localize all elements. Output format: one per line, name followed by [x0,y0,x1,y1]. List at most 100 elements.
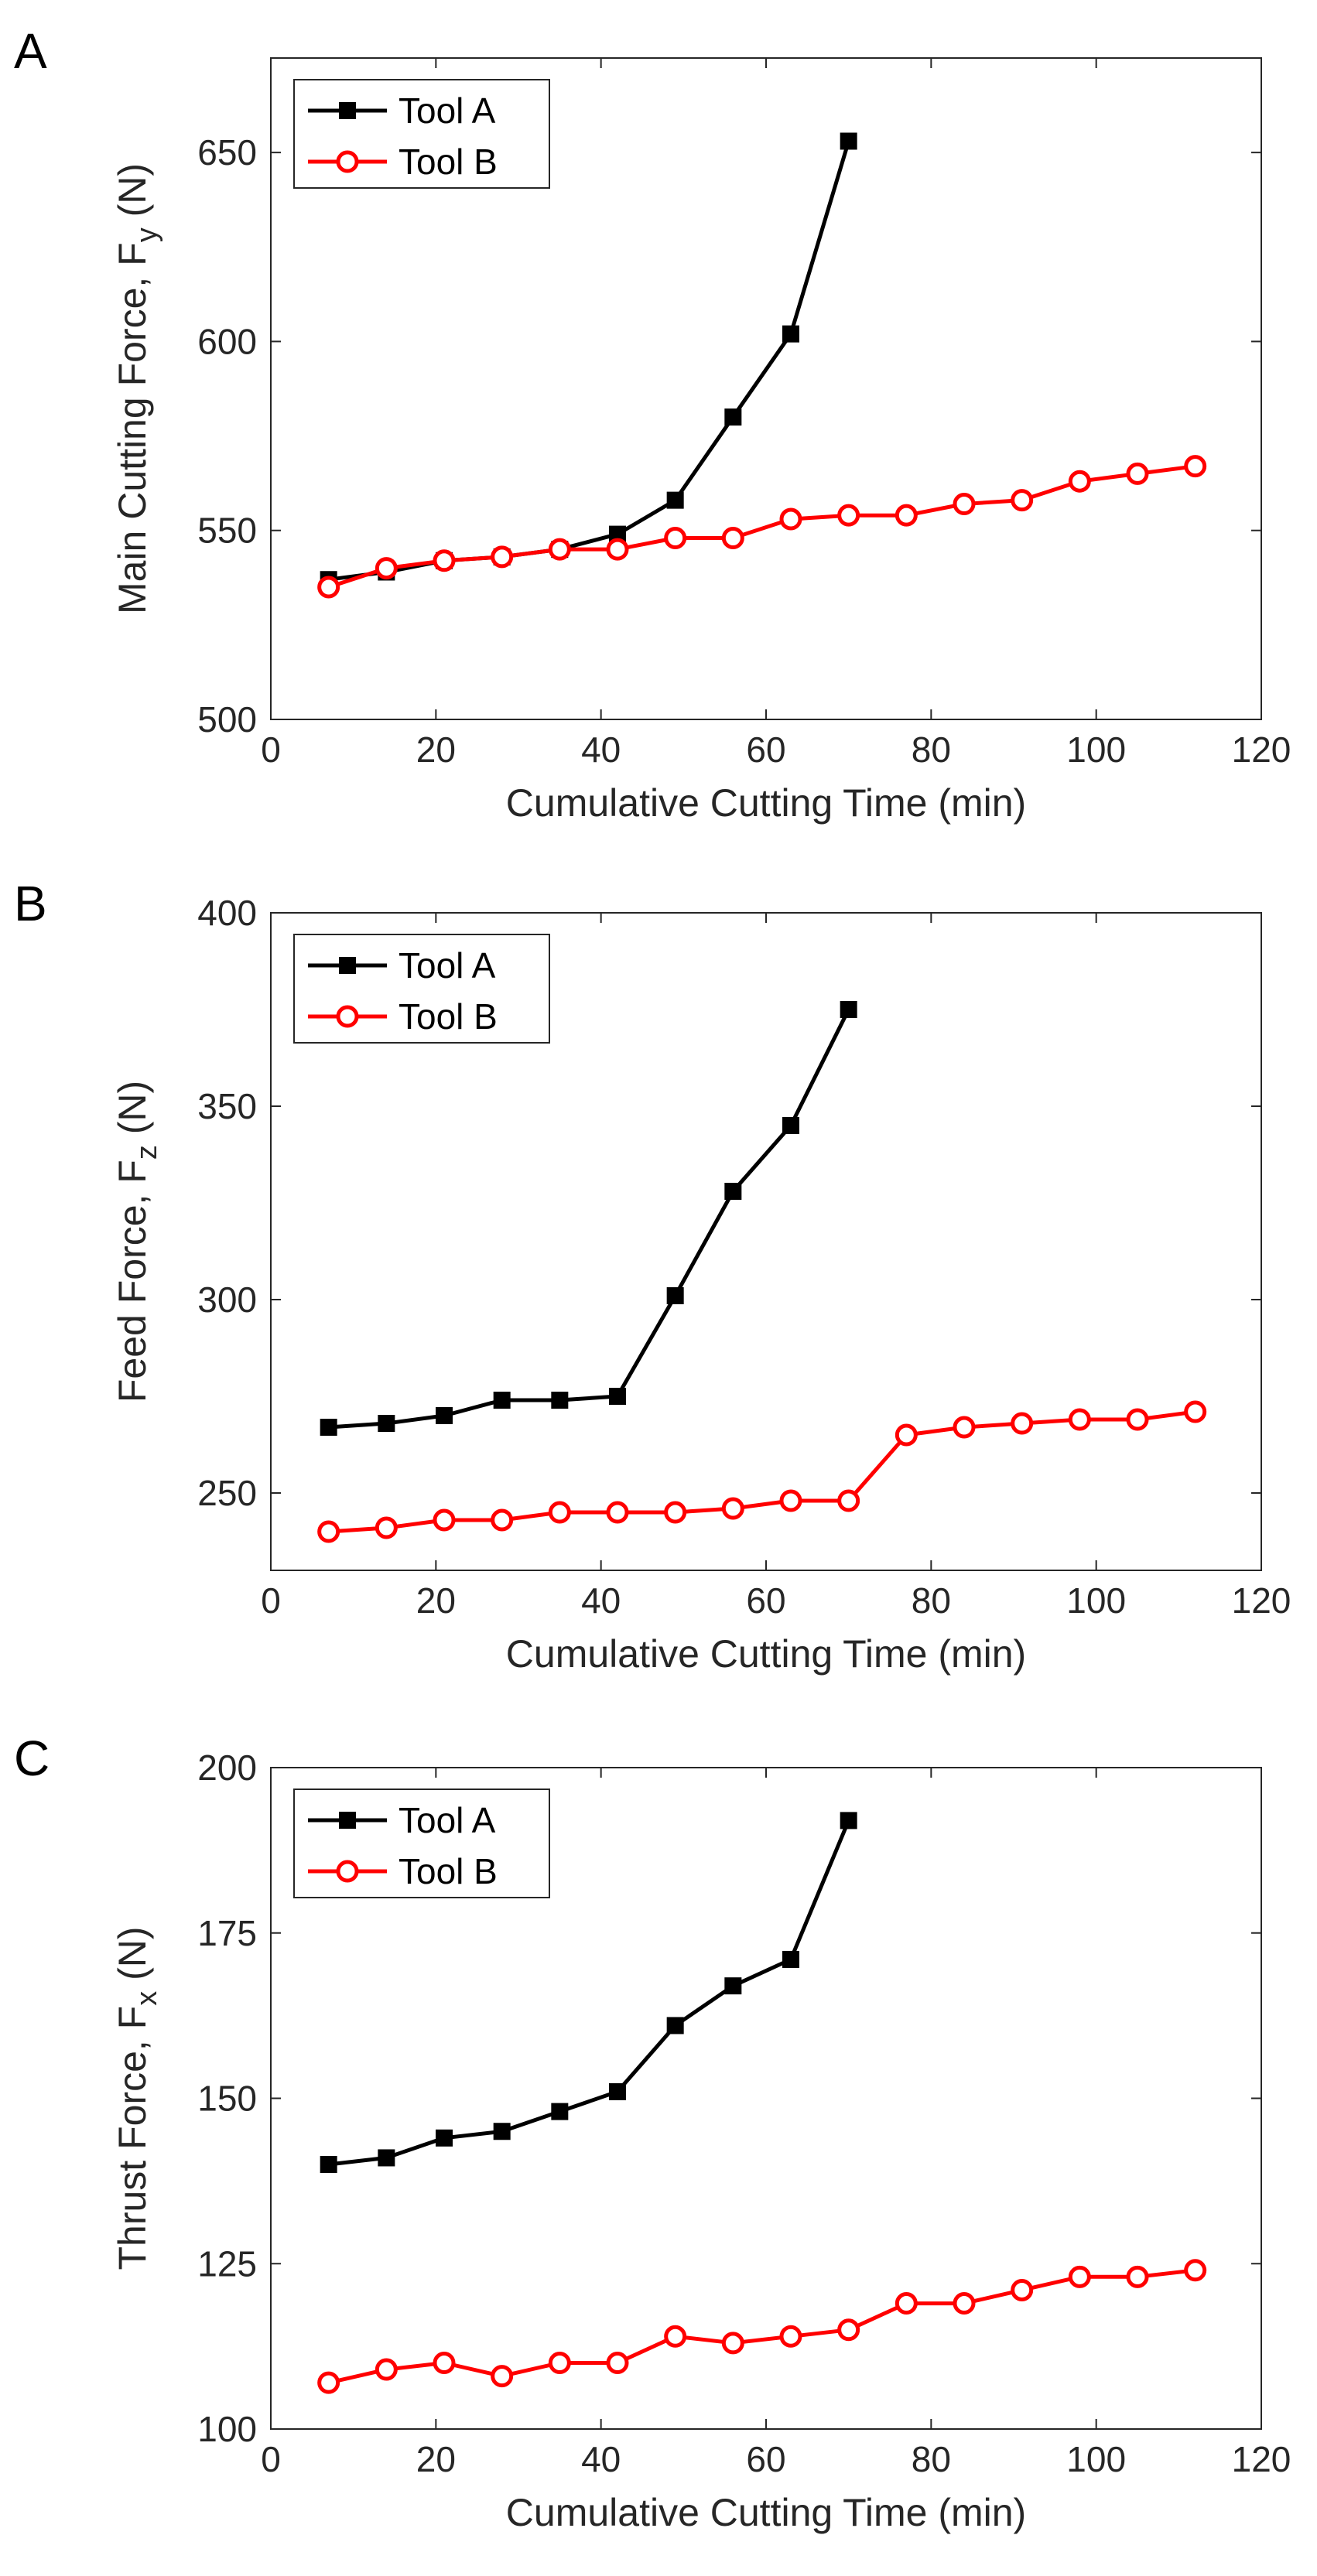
data-point [779,507,802,531]
x-tick-label: 100 [1066,729,1126,770]
series-tool-b [317,2259,1207,2394]
x-tick-label: 40 [581,2439,621,2479]
legend: Tool A Tool B [293,934,550,1044]
data-point [837,1489,860,1512]
data-point [606,1501,629,1524]
y-tick-label: 125 [197,2243,257,2284]
legend-item: Tool A [308,1800,496,1840]
series-line [327,464,1196,589]
y-tick-label: 150 [197,2079,257,2119]
y-tick-label: 400 [197,893,257,933]
legend-label: Tool A [399,91,496,131]
legend-marker [336,150,359,173]
x-tick-label: 0 [261,1580,281,1621]
data-point [375,2358,398,2381]
legend-box [293,79,550,189]
x-tick-label: 20 [416,1580,456,1621]
data-point [895,1423,918,1447]
data-point [664,526,687,549]
data-point [1184,2259,1207,2282]
panel-label: A [14,23,47,79]
data-point [837,2318,860,2342]
data-point [375,1516,398,1539]
x-tick-label: 40 [581,1580,621,1621]
data-point [782,325,799,343]
y-axis-label: Main Cutting Force, Fy (N) [111,163,163,614]
x-tick-label: 100 [1066,2439,1126,2479]
y-axis-label-main: Feed Force, F [111,1160,154,1402]
data-point [895,2292,918,2315]
data-point [837,504,860,527]
legend-label: Tool A [399,945,496,986]
data-point [1184,1400,1207,1423]
data-point [1068,470,1091,493]
data-point [317,576,340,599]
y-axis-label: Feed Force, Fz (N) [111,1081,163,1402]
data-point [664,2325,687,2348]
series-tool-a [320,1812,857,2173]
data-point [895,504,918,527]
data-point [1126,462,1149,485]
data-point [433,2352,456,2374]
x-tick-label: 60 [746,2439,785,2479]
legend-item: Tool A [308,91,496,131]
legend-item: Tool B [308,1851,498,1891]
legend-marker [339,1812,356,1829]
y-tick-label: 200 [197,1748,257,1788]
panel-c: C 0 20 40 60 80 100 120 100 125 150 175 200 Cumulativ… [14,1730,1291,2534]
data-point [317,1520,340,1543]
x-axis-label: Cumulative Cutting Time (min) [506,1632,1026,1676]
legend-label: Tool A [399,1800,496,1840]
y-tick-label: 350 [197,1086,257,1126]
data-point [320,1419,337,1436]
data-point [551,2103,569,2120]
series-tool-b [317,1400,1207,1543]
data-point [953,493,976,516]
data-point [1126,1408,1149,1431]
y-tick-label: 250 [197,1473,257,1513]
legend-box [293,1789,550,1898]
y-tick-label: 500 [197,699,257,740]
y-tick-label: 650 [197,132,257,173]
data-point [491,1508,514,1532]
data-point [724,408,742,426]
x-tick-label: 120 [1232,729,1291,770]
data-point [1011,2278,1034,2301]
y-axis-label-subscript: x [131,1991,163,2006]
legend-label: Tool B [399,142,498,182]
data-point [840,1001,857,1018]
x-tick-label: 60 [746,729,785,770]
series-line [328,2268,1196,2385]
data-point [606,538,629,561]
data-point [721,1497,744,1520]
data-point [721,526,744,549]
x-tick-label: 100 [1066,1580,1126,1621]
data-point [953,2292,976,2315]
x-tick-label: 60 [746,1580,785,1621]
data-point [782,1117,799,1134]
y-axis-label-unit: (N) [111,1081,154,1145]
data-point [378,1415,395,1432]
y-tick-label: 175 [197,1913,257,1953]
data-point [436,2129,453,2147]
data-point [375,557,398,580]
data-point [840,132,857,150]
data-point [491,545,514,569]
series-line [328,1008,850,1430]
data-point [493,1392,511,1409]
x-tick-label: 20 [416,2439,456,2479]
data-point [609,2082,626,2100]
data-point [666,2017,684,2034]
panel-label: C [14,1730,50,1786]
data-point [782,1950,799,1968]
data-point [724,1977,742,1995]
data-point [317,2371,340,2394]
data-point [436,1407,453,1424]
x-tick-label: 20 [416,729,456,770]
legend-box [293,934,550,1044]
data-point [606,2352,629,2374]
data-point [666,1287,684,1304]
data-point [1068,1408,1091,1431]
data-point [1068,2265,1091,2288]
